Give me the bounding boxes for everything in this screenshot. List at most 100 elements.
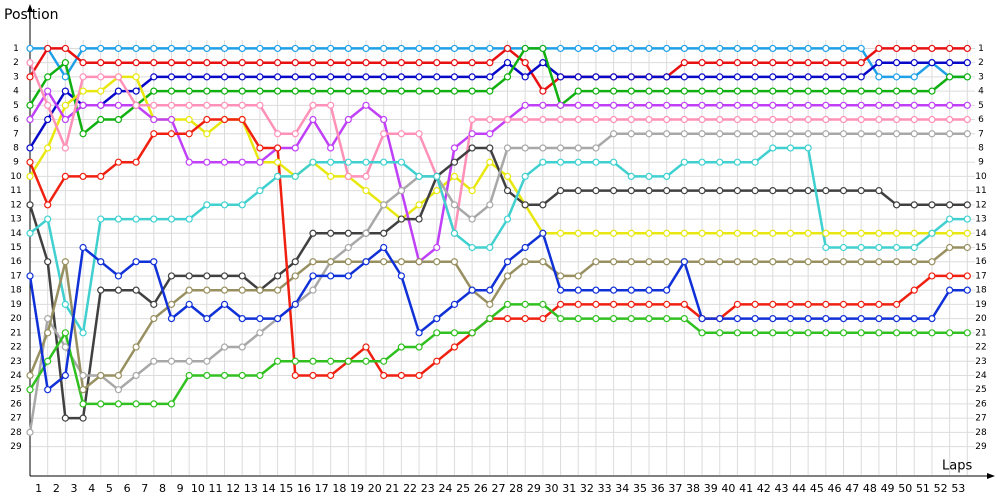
x-tick-label: 41 bbox=[739, 482, 753, 495]
position-marker bbox=[698, 329, 706, 337]
position-marker bbox=[291, 130, 299, 138]
position-marker bbox=[751, 258, 759, 266]
position-marker bbox=[875, 101, 883, 109]
position-marker bbox=[592, 314, 600, 323]
position-marker bbox=[203, 158, 211, 166]
position-marker bbox=[415, 172, 423, 181]
position-marker bbox=[663, 73, 671, 81]
position-marker bbox=[839, 44, 848, 53]
position-marker bbox=[450, 229, 459, 237]
position-marker bbox=[150, 130, 158, 138]
x-tick-label: 3 bbox=[71, 482, 78, 495]
x-tick-label: 47 bbox=[845, 482, 859, 495]
position-marker bbox=[910, 87, 918, 95]
position-marker bbox=[26, 229, 34, 237]
y-tick-label-right: 8 bbox=[978, 143, 984, 153]
position-marker bbox=[857, 300, 865, 308]
position-marker bbox=[910, 59, 918, 67]
y-tick-label-right: 5 bbox=[978, 101, 984, 111]
position-marker bbox=[839, 87, 848, 95]
position-marker bbox=[857, 115, 865, 124]
position-marker bbox=[486, 44, 494, 53]
position-marker bbox=[751, 101, 759, 109]
position-marker bbox=[26, 386, 34, 394]
position-marker bbox=[946, 44, 954, 53]
position-marker bbox=[362, 101, 370, 109]
position-line bbox=[28, 132, 968, 433]
position-marker bbox=[185, 44, 193, 53]
position-marker bbox=[327, 229, 335, 237]
y-tick-label: 14 bbox=[10, 229, 22, 239]
position-marker bbox=[468, 130, 476, 138]
position-marker bbox=[468, 187, 476, 195]
x-tick-label: 17 bbox=[315, 482, 329, 495]
position-marker bbox=[273, 130, 282, 138]
x-tick-label: 40 bbox=[721, 482, 735, 495]
position-marker bbox=[645, 130, 653, 138]
position-marker bbox=[751, 187, 759, 195]
position-marker bbox=[167, 300, 176, 308]
position-marker bbox=[132, 371, 140, 380]
position-marker bbox=[97, 172, 105, 181]
x-tick-label: 44 bbox=[792, 482, 806, 495]
position-marker bbox=[786, 329, 795, 337]
position-marker bbox=[132, 158, 140, 166]
position-marker bbox=[309, 115, 317, 124]
position-marker bbox=[79, 130, 87, 138]
position-marker bbox=[521, 243, 529, 252]
position-marker bbox=[751, 329, 759, 337]
position-marker bbox=[556, 229, 565, 237]
position-marker bbox=[291, 258, 299, 266]
position-marker bbox=[680, 59, 688, 67]
position-marker bbox=[857, 59, 865, 67]
position-marker bbox=[963, 115, 971, 124]
position-marker bbox=[910, 130, 918, 138]
position-marker bbox=[892, 243, 901, 252]
position-marker bbox=[574, 300, 582, 308]
position-marker bbox=[309, 101, 317, 109]
position-marker bbox=[892, 300, 901, 308]
x-tick-label: 9 bbox=[177, 482, 184, 495]
position-marker bbox=[397, 158, 405, 166]
position-marker bbox=[733, 87, 742, 95]
position-marker bbox=[892, 87, 901, 95]
position-marker bbox=[963, 44, 971, 53]
position-marker bbox=[185, 272, 193, 280]
position-marker bbox=[397, 258, 405, 266]
position-marker bbox=[822, 115, 830, 124]
position-marker bbox=[592, 258, 600, 266]
position-marker bbox=[486, 115, 494, 124]
position-marker bbox=[97, 59, 105, 67]
position-marker bbox=[44, 44, 52, 53]
position-marker bbox=[645, 229, 653, 237]
position-marker bbox=[132, 400, 140, 408]
y-tick-label-right: 15 bbox=[975, 243, 986, 253]
position-marker bbox=[468, 59, 476, 67]
position-marker bbox=[61, 87, 69, 95]
x-tick-label: 28 bbox=[509, 482, 523, 495]
position-marker bbox=[203, 130, 211, 138]
position-marker bbox=[97, 400, 105, 408]
y-tick-label-right: 21 bbox=[975, 328, 986, 338]
position-marker bbox=[963, 201, 971, 209]
position-marker bbox=[132, 44, 140, 53]
position-marker bbox=[698, 44, 706, 53]
y-tick-label: 28 bbox=[10, 428, 22, 438]
position-marker bbox=[892, 258, 901, 266]
position-marker bbox=[804, 59, 812, 67]
y-tick-label: 19 bbox=[10, 300, 22, 310]
position-marker bbox=[627, 300, 635, 308]
position-marker bbox=[539, 115, 547, 124]
x-tick-label: 49 bbox=[881, 482, 895, 495]
position-marker bbox=[79, 329, 87, 337]
position-marker bbox=[132, 73, 140, 81]
position-marker bbox=[380, 59, 388, 67]
x-tick-label: 26 bbox=[474, 482, 488, 495]
position-marker bbox=[556, 314, 565, 323]
y-tick-label: 10 bbox=[10, 172, 22, 182]
x-tick-label: 4 bbox=[88, 482, 95, 495]
position-marker bbox=[327, 272, 335, 280]
position-marker bbox=[362, 229, 370, 237]
position-marker bbox=[397, 343, 405, 351]
position-marker bbox=[963, 73, 971, 81]
